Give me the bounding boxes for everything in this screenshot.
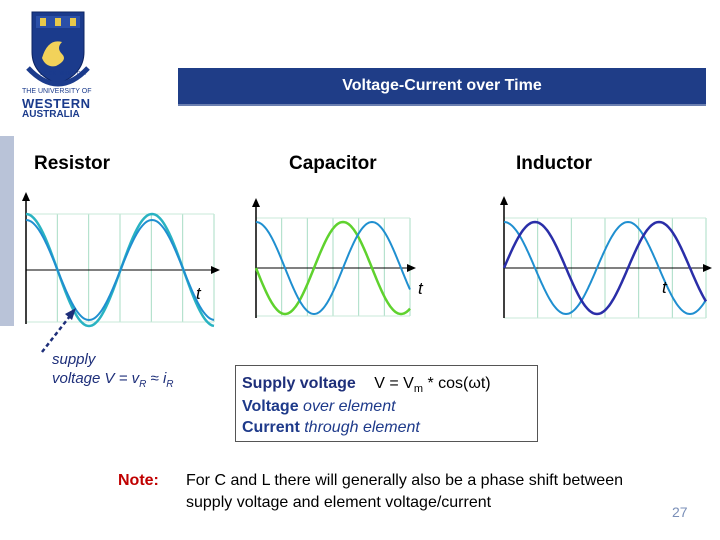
university-logo: SEEK WISDOM THE UNIVERSITY OF WESTERN AU… [22,8,98,120]
logo-line3: AUSTRALIA [22,109,80,120]
legend-supply-row: Supply voltage V = Vm * cos(ωt) [242,375,491,395]
logo-line1: THE UNIVERSITY OF [22,88,92,95]
capacitor-x-arrow-icon [407,264,416,272]
left-accent-bar [0,136,14,326]
resistor-heading: Resistor [34,153,111,174]
supply-note-line1: supply [52,351,96,368]
title-bar: Voltage-Current over Time [178,68,706,106]
resistor-waveform-plot [22,192,220,328]
supply-note-sub2: R [166,379,174,390]
legend-formula: V = V [374,375,414,392]
resistor-x-arrow-icon [211,266,220,274]
supply-voltage-note: supply voltage V = vR ≈ iR [52,350,174,394]
resistor-supply-curve [25,218,215,322]
supply-note-approx: ≈ i [146,370,167,387]
legend-current-rest: through element [299,419,420,436]
supply-pointer-arrow [41,308,76,353]
legend-current-bold: Current [242,419,300,436]
note-text: For C and L there will generally also be… [186,472,623,511]
crest-icon [26,11,90,87]
slide-title: Voltage-Current over Time [342,77,542,94]
legend-supply-label: Supply voltage [242,375,356,392]
inductor-waveform-plot [500,196,712,319]
note-label: Note: [118,472,159,489]
inductor-x-arrow-icon [703,264,712,272]
supply-note-sub1: R [139,379,147,390]
resistor-t-label: t [196,284,201,303]
capacitor-waveform-plot [252,198,416,318]
supply-note-prefix: voltage V = v [52,370,140,387]
capacitor-t-label: t [418,279,423,298]
legend-voltage-bold: Voltage [242,398,299,415]
legend-current-row: Current through element [242,419,420,437]
legend-voltage-rest: over element [298,398,396,415]
logo-motto: SEEK WISDOM [40,71,87,77]
inductor-element-curve [502,220,708,316]
pointer-arrowhead-icon [65,308,76,320]
capacitor-grid [256,217,411,317]
capacitor-supply-curve [255,220,411,316]
resistor-y-arrow-icon [22,192,30,201]
capacitor-heading: Capacitor [289,153,377,174]
inductor-t-label: t [662,278,667,297]
inductor-supply-curve [503,220,707,316]
legend-formula-sub: m [413,383,423,396]
legend-voltage-row: Voltage over element [242,398,396,416]
capacitor-element-curve [254,220,411,316]
legend-box: Supply voltage V = Vm * cos(ωt) Voltage … [235,365,538,442]
logo-line2: WESTERN [22,96,91,111]
legend-formula-rest: * cos(ωt) [423,375,491,392]
capacitor-y-arrow-icon [252,198,260,207]
inductor-heading: Inductor [516,153,592,174]
page-number: 27 [672,504,688,520]
inductor-y-arrow-icon [500,196,508,205]
supply-note-line2: voltage V = vR ≈ iR [52,369,174,394]
